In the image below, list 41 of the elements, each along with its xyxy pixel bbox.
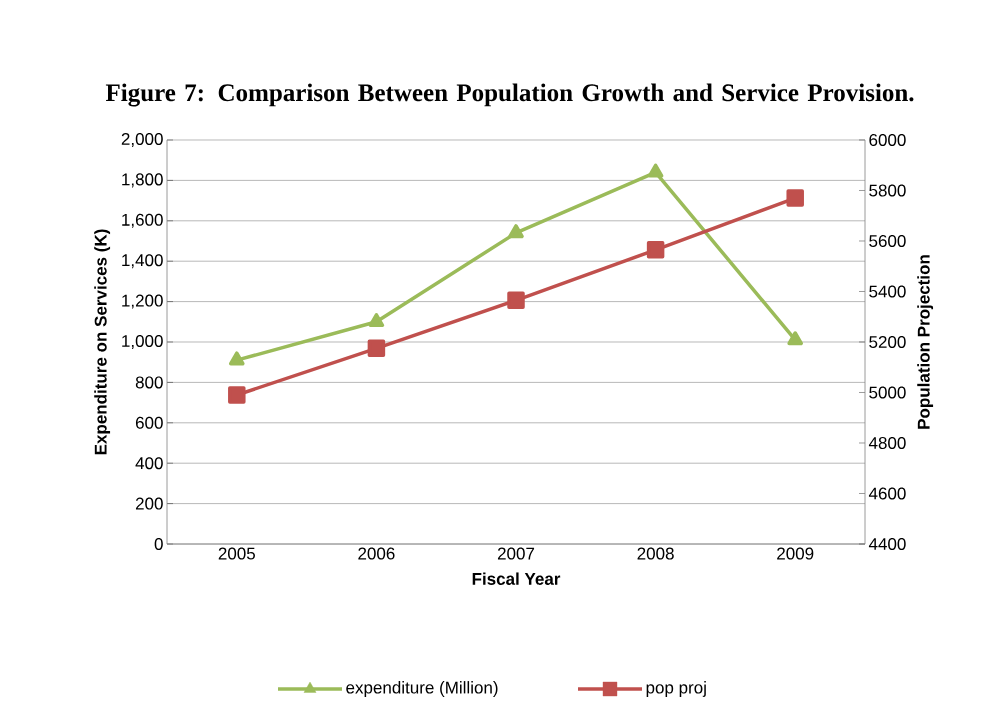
- chart-title: Figure 7: Comparison Between Population Growth and Service Provision.: [105, 83, 914, 107]
- x-tick-label: 2007: [497, 547, 535, 560]
- y-tick-label: 1,400: [122, 254, 163, 269]
- y-tick-label: 2,000: [121, 132, 163, 148]
- point: [786, 189, 804, 207]
- x-tick-label: 2009: [777, 547, 814, 560]
- y-tick-label: 600: [135, 416, 163, 429]
- y-tick-label: 1,600: [122, 213, 163, 228]
- point: [367, 339, 386, 358]
- legend-label: expenditure (Million): [346, 681, 498, 697]
- y-tick-label: 400: [135, 457, 163, 470]
- y2-tick-label: 4400: [868, 537, 906, 551]
- y-tick-label: 1,800: [122, 173, 163, 188]
- y-tick-label: 1,200: [122, 294, 163, 309]
- y2-tick-label: 6000: [869, 133, 906, 147]
- y2-tick-label: 5000: [869, 386, 906, 399]
- legend-label: pop proj: [646, 681, 706, 697]
- x-tick-label: 2006: [358, 547, 395, 560]
- point: [507, 291, 525, 310]
- x-tick-label: 2008: [637, 547, 674, 560]
- y2-tick-label: 5600: [869, 234, 906, 248]
- x-tick-label: 2005: [218, 547, 255, 560]
- y-tick-label: 200: [135, 497, 163, 510]
- point: [508, 224, 524, 239]
- y2-tick-label: 5400: [869, 285, 906, 298]
- y2-tick-label: 5200: [869, 335, 906, 349]
- point: [787, 331, 804, 346]
- point: [368, 313, 385, 328]
- y2-axis-title: Population Projection: [917, 255, 934, 429]
- x-axis-title: Fiscal Year: [472, 572, 561, 585]
- y-tick-label: 1,000: [122, 334, 163, 350]
- point: [647, 163, 664, 178]
- point: [228, 351, 245, 366]
- point: [646, 241, 665, 259]
- y-tick-label: 800: [135, 376, 163, 389]
- y2-tick-label: 5800: [869, 184, 906, 197]
- y-tick-label: 0: [154, 537, 163, 551]
- y2-tick-label: 4600: [868, 487, 906, 500]
- y-axis-title: Expenditure on Services (K): [94, 229, 111, 455]
- point: [228, 386, 246, 404]
- y2-tick-label: 4800: [868, 436, 906, 450]
